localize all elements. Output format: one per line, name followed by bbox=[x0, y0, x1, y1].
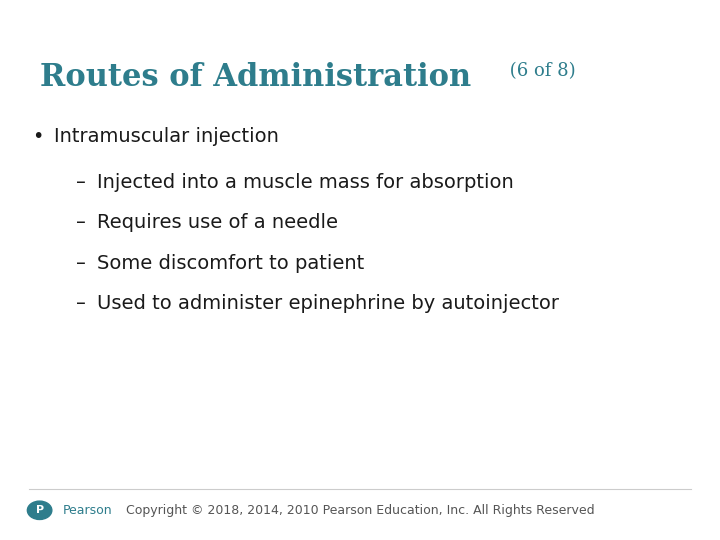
Text: •: • bbox=[32, 127, 44, 146]
Text: –: – bbox=[76, 213, 86, 232]
Text: P: P bbox=[35, 505, 44, 515]
Text: Pearson: Pearson bbox=[63, 504, 112, 517]
Text: –: – bbox=[76, 254, 86, 273]
Text: Requires use of a needle: Requires use of a needle bbox=[97, 213, 338, 232]
Text: Routes of Administration: Routes of Administration bbox=[40, 62, 471, 93]
Text: Used to administer epinephrine by autoinjector: Used to administer epinephrine by autoin… bbox=[97, 294, 559, 313]
Text: –: – bbox=[76, 173, 86, 192]
Text: Intramuscular injection: Intramuscular injection bbox=[54, 127, 279, 146]
Text: (6 of 8): (6 of 8) bbox=[504, 62, 575, 80]
Text: Some discomfort to patient: Some discomfort to patient bbox=[97, 254, 364, 273]
Text: Copyright © 2018, 2014, 2010 Pearson Education, Inc. All Rights Reserved: Copyright © 2018, 2014, 2010 Pearson Edu… bbox=[126, 504, 594, 517]
Text: Injected into a muscle mass for absorption: Injected into a muscle mass for absorpti… bbox=[97, 173, 514, 192]
Text: –: – bbox=[76, 294, 86, 313]
